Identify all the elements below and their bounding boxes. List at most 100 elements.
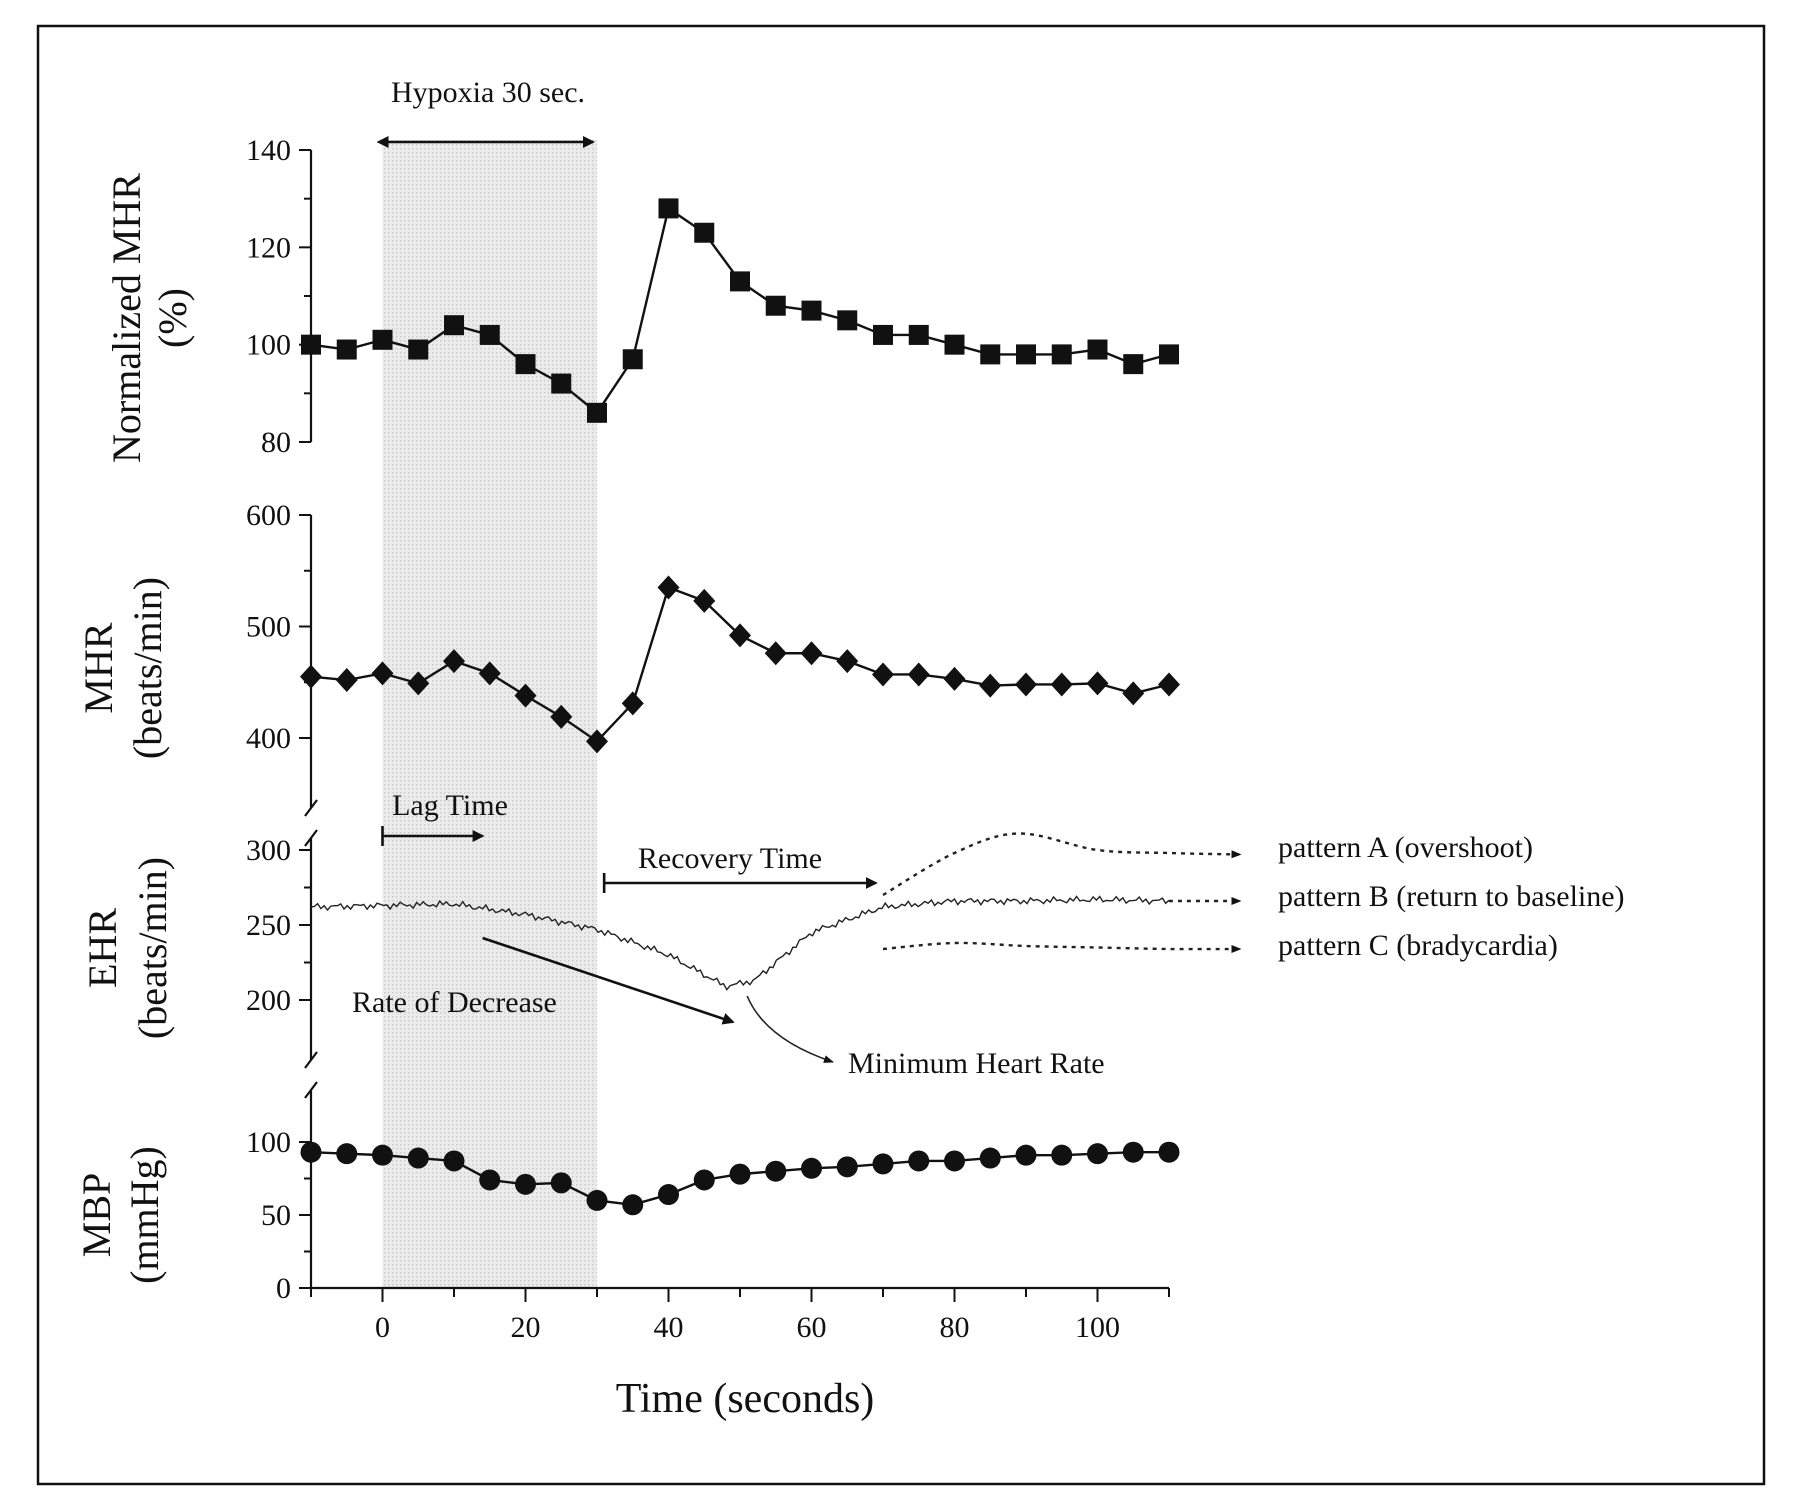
axis-break-mark: [304, 1081, 318, 1099]
nmhr-point: [694, 222, 715, 243]
mbp-point: [479, 1169, 501, 1191]
mhr-point: [514, 683, 537, 708]
minimum-heart-rate-pointer: [746, 995, 834, 1063]
nmhr-y-tick-label: 140: [246, 134, 291, 167]
nmhr-point: [1016, 344, 1036, 365]
mbp-point: [443, 1150, 465, 1172]
nmhr-point: [980, 344, 1001, 365]
mhr-point: [621, 691, 644, 716]
axis-break-mark: [304, 829, 318, 847]
nmhr-y-tick-label: 80: [261, 426, 291, 459]
mbp-point: [300, 1141, 322, 1163]
mbp-point: [693, 1169, 715, 1191]
mhr-point: [550, 704, 573, 729]
x-tick-label: 80: [940, 1311, 970, 1344]
mbp-point: [908, 1150, 930, 1172]
mbp-point: [658, 1184, 679, 1206]
mhr-point: [979, 673, 1002, 698]
mbp-point: [586, 1189, 608, 1211]
mbp-point: [622, 1194, 644, 1216]
mhr-y-tick-label: 600: [246, 499, 291, 532]
lag-time-label: Lag Time: [392, 789, 508, 822]
ehr-y-tick-label: 300: [246, 834, 291, 867]
pattern-c-line: [882, 941, 1242, 954]
rate-of-decrease-arrow: [482, 936, 735, 1025]
mbp-y-tick-label: 0: [276, 1272, 291, 1305]
mbp-point: [872, 1153, 894, 1175]
mhr-point: [836, 649, 859, 674]
mbp-point: [944, 1150, 965, 1172]
annotation-layer: [376, 136, 878, 1063]
mbp-point: [550, 1172, 572, 1194]
rate-of-decrease-label: Rate of Decrease: [352, 986, 557, 1019]
nmhr-point: [479, 324, 500, 345]
nmhr-point: [301, 334, 321, 355]
ehr-y-label: EHR: [80, 908, 125, 988]
mhr-point: [872, 662, 894, 687]
mhr-point: [943, 666, 966, 691]
mhr-point: [335, 668, 358, 693]
mbp-y-tick-label: 100: [246, 1126, 291, 1159]
mbp-point: [979, 1147, 1001, 1169]
x-tick-label: 0: [375, 1311, 390, 1344]
mhr-point: [907, 662, 930, 687]
mhr-point: [371, 661, 394, 686]
mhr-point: [729, 623, 751, 648]
ehr-y-tick-label: 200: [246, 984, 291, 1017]
nmhr-point: [408, 339, 429, 360]
x-tick-label: 20: [511, 1311, 541, 1344]
axis-break-mark: [304, 1051, 318, 1069]
mbp-point: [729, 1163, 751, 1185]
nmhr-point: [515, 354, 536, 375]
mhr-y-tick-label: 500: [246, 611, 291, 644]
hypoxia-label: Hypoxia 30 sec.: [391, 76, 585, 109]
mhr-point: [407, 671, 430, 696]
ehr-y-label: (beats/min): [130, 857, 175, 1039]
x-tick-label: 100: [1075, 1311, 1120, 1344]
mhr-y-label: (beats/min): [125, 577, 170, 759]
mhr-point: [764, 641, 787, 666]
x-tick-label: 40: [654, 1311, 684, 1344]
mhr-point: [586, 729, 608, 754]
nmhr-point: [1159, 344, 1179, 365]
nmhr-y-tick-label: 120: [246, 231, 291, 264]
mbp-y-label: (mmHg): [122, 1146, 167, 1284]
mbp-point: [372, 1144, 393, 1166]
nmhr-point: [587, 402, 607, 423]
mbp-y-label: MBP: [74, 1173, 119, 1258]
nmhr-point: [622, 349, 643, 370]
nmhr-y-label: (%): [150, 288, 195, 348]
mbp-point: [801, 1157, 822, 1179]
pattern-a-label: pattern A (overshoot): [1278, 831, 1533, 864]
nmhr-point: [837, 310, 858, 331]
nmhr-point: [551, 373, 572, 394]
series-layer: [300, 198, 1242, 1216]
nmhr-point: [658, 198, 679, 219]
nmhr-point: [873, 324, 893, 345]
figure-border: [36, 24, 1766, 1486]
mhr-point: [657, 575, 680, 600]
mbp-point: [515, 1173, 536, 1195]
x-tick-label: 60: [797, 1311, 827, 1344]
axis-break-mark: [304, 799, 318, 817]
nmhr-point: [444, 315, 464, 336]
mhr-y-tick-label: 400: [246, 722, 291, 755]
nmhr-point: [730, 271, 750, 292]
nmhr-point: [908, 324, 929, 345]
nmhr-point: [1123, 354, 1144, 375]
ehr-trace: [310, 895, 1170, 991]
nmhr-point: [944, 334, 965, 355]
mbp-point: [765, 1160, 787, 1182]
mbp-point: [836, 1156, 858, 1178]
mbp-point: [1122, 1141, 1144, 1163]
nmhr-point: [1087, 339, 1108, 360]
mbp-y-tick-label: 50: [261, 1199, 291, 1232]
mhr-point: [300, 664, 322, 689]
mbp-point: [1087, 1143, 1108, 1165]
nmhr-point: [1051, 344, 1072, 365]
mbp-point: [1158, 1141, 1180, 1163]
nmhr-point: [765, 295, 786, 316]
recovery-time-label: Recovery Time: [638, 842, 822, 875]
